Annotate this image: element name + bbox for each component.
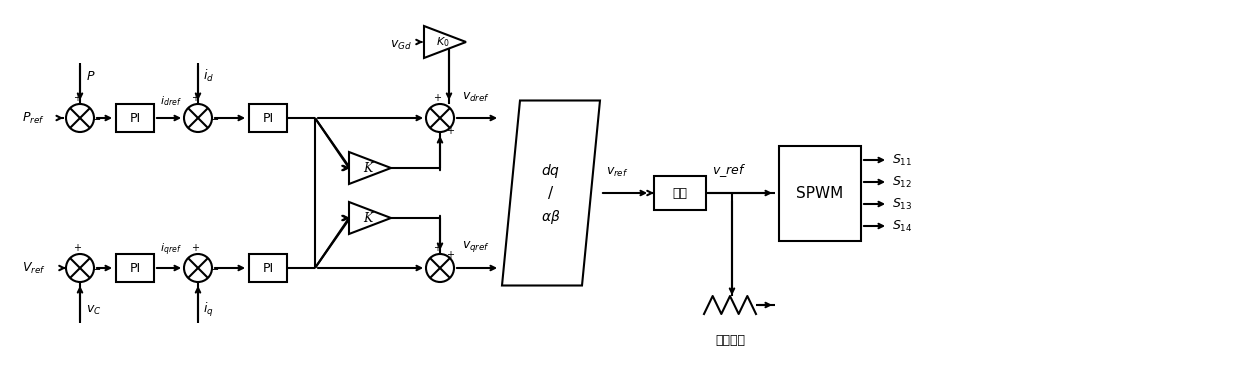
Text: $v_{dref}$: $v_{dref}$	[463, 91, 490, 104]
Text: /: /	[548, 186, 553, 200]
Text: +: +	[73, 93, 81, 103]
Polygon shape	[348, 202, 391, 234]
Text: $v_C$: $v_C$	[86, 303, 102, 316]
Text: +: +	[433, 93, 441, 103]
Text: $v_{ref}$: $v_{ref}$	[606, 166, 629, 179]
Bar	[653, 176, 706, 210]
Text: K: K	[363, 162, 373, 175]
Text: +: +	[73, 243, 81, 253]
Circle shape	[427, 254, 454, 282]
Text: $P$: $P$	[86, 70, 95, 83]
Text: PI: PI	[129, 111, 140, 125]
Circle shape	[184, 254, 212, 282]
Text: −: −	[211, 115, 219, 125]
Text: $i_{dref}$: $i_{dref}$	[160, 94, 182, 108]
Text: −: −	[211, 265, 219, 275]
Text: $S_{11}$: $S_{11}$	[892, 153, 913, 168]
Text: PI: PI	[263, 111, 274, 125]
Text: PI: PI	[263, 261, 274, 275]
Text: $v_{qref}$: $v_{qref}$	[463, 239, 490, 254]
Bar	[249, 254, 286, 282]
Text: SPWM: SPWM	[796, 186, 843, 200]
Text: $dq$: $dq$	[542, 162, 560, 180]
Text: $i_q$: $i_q$	[203, 301, 213, 319]
Bar	[249, 104, 286, 132]
Text: +: +	[446, 126, 454, 136]
Text: $S_{12}$: $S_{12}$	[892, 174, 913, 190]
Text: $S_{14}$: $S_{14}$	[892, 218, 913, 233]
Text: $S_{13}$: $S_{13}$	[892, 196, 913, 212]
Text: 限幅: 限幅	[672, 187, 687, 199]
Circle shape	[66, 104, 94, 132]
Text: +: +	[433, 243, 441, 253]
Text: +: +	[191, 243, 198, 253]
Text: +: +	[191, 93, 198, 103]
Text: $v\_ref$: $v\_ref$	[712, 162, 746, 179]
Bar	[779, 145, 861, 240]
Bar	[117, 254, 154, 282]
Circle shape	[66, 254, 94, 282]
Text: $V_{ref}$: $V_{ref}$	[22, 260, 46, 276]
Text: −: −	[92, 115, 102, 125]
Circle shape	[427, 104, 454, 132]
Text: $\alpha\beta$: $\alpha\beta$	[541, 208, 560, 226]
Text: 三角载波: 三角载波	[715, 334, 745, 347]
Text: $K_0$: $K_0$	[436, 35, 450, 49]
Text: PI: PI	[129, 261, 140, 275]
Circle shape	[184, 104, 212, 132]
Text: $i_{qref}$: $i_{qref}$	[160, 242, 182, 258]
Text: $v_{Gd}$: $v_{Gd}$	[391, 39, 412, 52]
Text: +: +	[446, 250, 454, 260]
Polygon shape	[424, 26, 466, 58]
Text: $i_d$: $i_d$	[203, 68, 215, 84]
Text: $P_{ref}$: $P_{ref}$	[22, 110, 45, 126]
Bar	[117, 104, 154, 132]
Polygon shape	[502, 101, 600, 285]
Polygon shape	[348, 152, 391, 184]
Text: −: −	[92, 265, 102, 275]
Text: K: K	[363, 212, 373, 224]
